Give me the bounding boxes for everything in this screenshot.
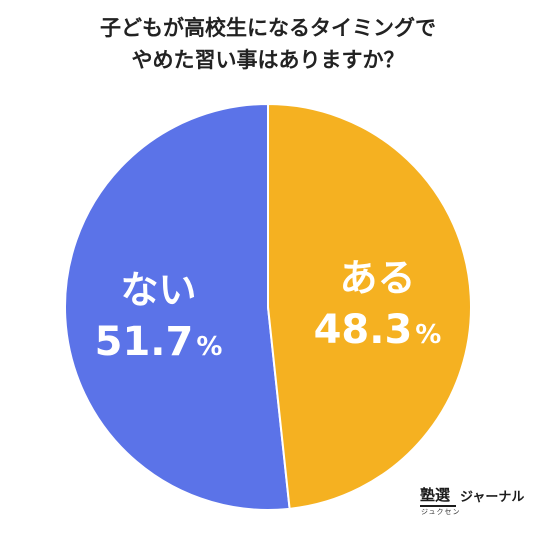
brand-logo-mark: 塾選	[420, 486, 451, 504]
brand-logo-underline	[420, 505, 456, 507]
brand-logo-ruby: ジュクセン	[421, 508, 461, 516]
slice-value-unit-nai: %	[196, 332, 222, 362]
slice-value-unit-aru: %	[415, 320, 441, 350]
slice-label-aru: ある	[339, 256, 415, 300]
pie-slice-aru	[267, 102, 472, 510]
slice-value-aru: 48.3%	[314, 307, 442, 353]
chart-title: 子どもが高校生になるタイミングで やめた習い事はありますか？	[0, 12, 536, 76]
brand-logo: 塾選 ジュクセン ジャーナル	[420, 486, 530, 522]
chart-title-line-2: やめた習い事はありますか？	[131, 48, 405, 72]
slice-value-number-nai: 51.7	[95, 319, 194, 365]
slice-label-nai: ない	[121, 268, 197, 312]
pie-slice-nai	[64, 102, 291, 511]
chart-title-line-1: 子どもが高校生になるタイミングで	[100, 16, 436, 40]
slice-value-nai: 51.7%	[95, 319, 223, 365]
brand-name: ジャーナル	[460, 490, 525, 505]
slice-value-number-aru: 48.3	[314, 307, 413, 353]
